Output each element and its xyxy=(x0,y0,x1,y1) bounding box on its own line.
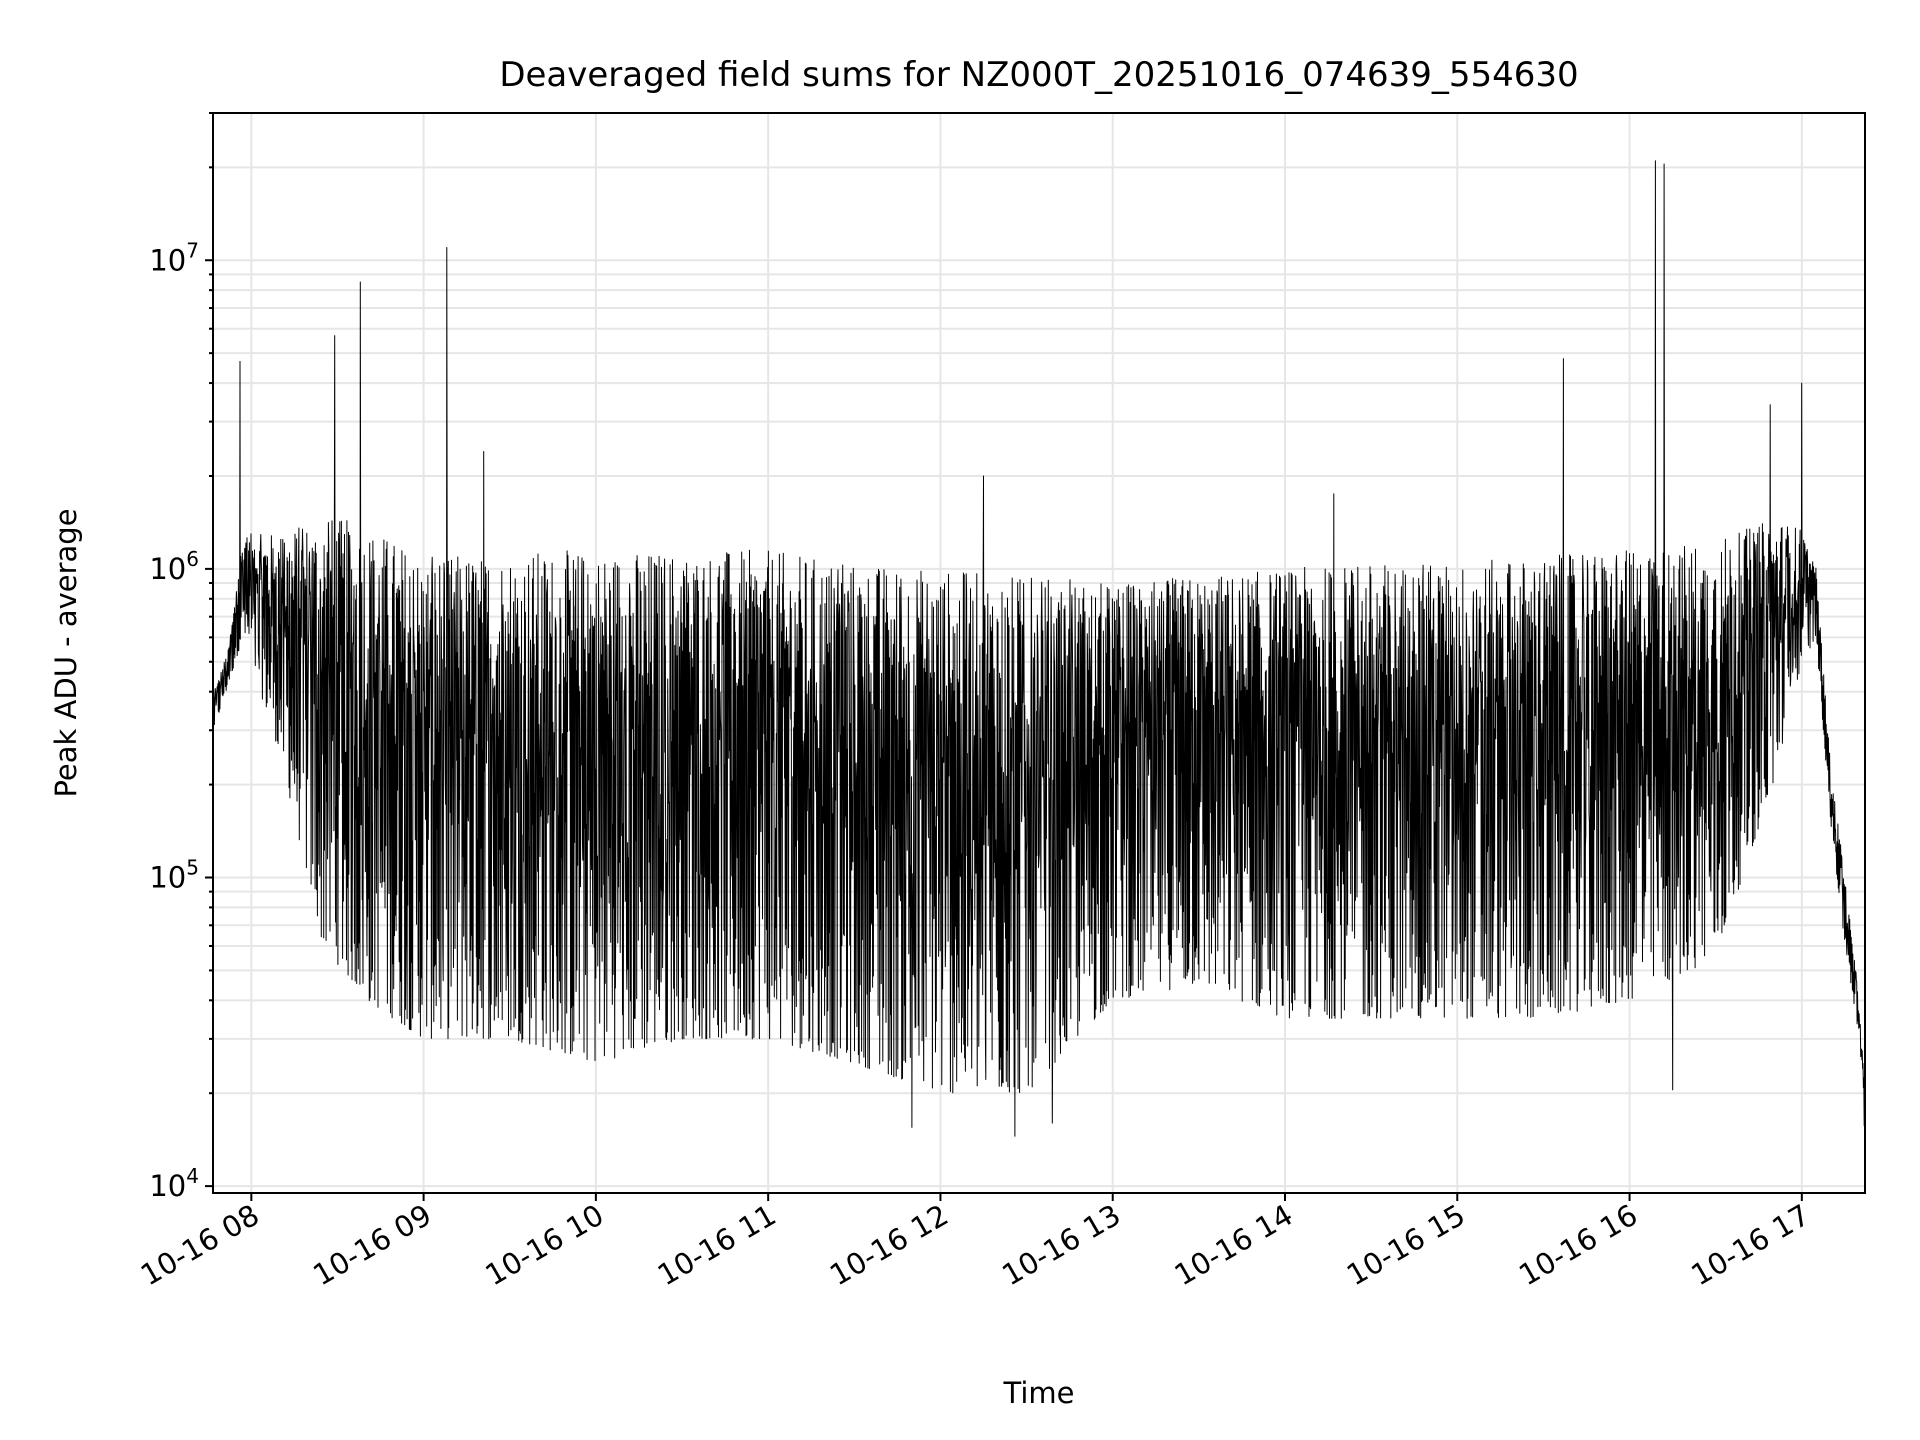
y-tick-label: 106 xyxy=(149,547,199,586)
x-axis-label: Time xyxy=(1003,1376,1075,1410)
series xyxy=(213,160,1866,1140)
chart-title: Deaveraged field sums for NZ000T_2025101… xyxy=(499,55,1578,95)
y-axis-label: Peak ADU - average xyxy=(49,508,83,797)
series-line xyxy=(213,160,1866,1140)
plot-frame xyxy=(212,112,1866,1194)
y-tick-label: 105 xyxy=(149,856,199,895)
y-tick-label: 104 xyxy=(149,1164,199,1203)
y-tick-label: 107 xyxy=(149,238,199,277)
